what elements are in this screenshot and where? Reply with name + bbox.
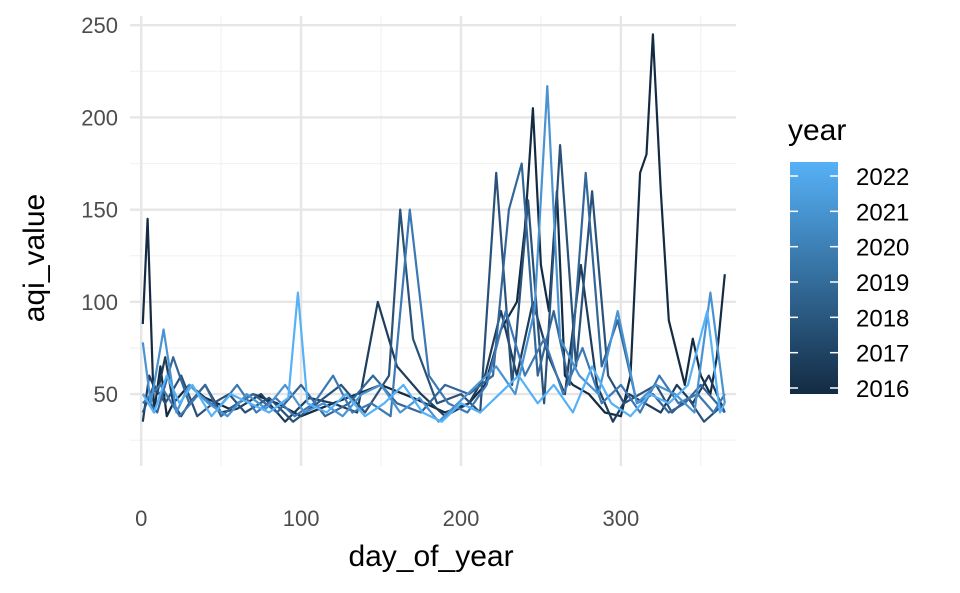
legend-label-2017: 2017 <box>856 341 909 368</box>
y-tick-label: 250 <box>81 13 118 38</box>
y-tick-label: 200 <box>81 105 118 130</box>
x-tick-label: 100 <box>283 506 320 531</box>
y-tick-label: 50 <box>94 382 118 407</box>
x-axis-tick-labels: 0 100 200 300 <box>135 506 639 531</box>
legend-title: year <box>788 114 846 147</box>
y-tick-label: 150 <box>81 198 118 223</box>
legend-label-2022: 2022 <box>856 164 909 191</box>
x-tick-label: 200 <box>443 506 480 531</box>
legend-labels: 2022 2021 2020 2019 2018 2017 2016 <box>790 164 909 403</box>
series-line-2019 <box>141 162 726 418</box>
x-axis-title: day_of_year <box>348 540 513 573</box>
series-lines <box>141 33 726 423</box>
series-line-2021 <box>141 84 726 423</box>
minor-gridlines <box>130 16 736 466</box>
legend-label-2020: 2020 <box>856 235 909 262</box>
legend-label-2021: 2021 <box>856 199 909 226</box>
series-line-2016 <box>141 33 726 418</box>
legend: year 2022 2021 2020 2019 2018 2017 2016 <box>788 114 909 403</box>
series-line-2018 <box>141 144 726 423</box>
y-axis-tick-labels: 50 100 150 200 250 <box>81 13 118 407</box>
y-axis-title: aqi_value <box>18 194 51 322</box>
x-tick-label: 0 <box>135 506 147 531</box>
legend-colorbar <box>790 162 838 394</box>
x-tick-label: 300 <box>603 506 640 531</box>
y-tick-label: 100 <box>81 290 118 315</box>
series-line-2022 <box>141 291 726 423</box>
legend-label-2018: 2018 <box>856 305 909 332</box>
legend-label-2019: 2019 <box>856 270 909 297</box>
legend-label-2016: 2016 <box>856 376 909 403</box>
